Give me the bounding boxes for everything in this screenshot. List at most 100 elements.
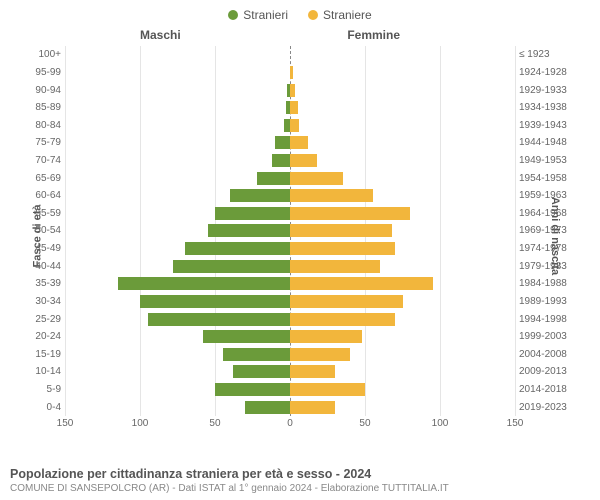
age-label: 65-69 [23,173,61,184]
age-label: 95-99 [23,67,61,78]
bar-female [290,101,298,114]
birth-year-label: 1949-1953 [519,155,583,166]
bar-male [272,154,290,167]
bar-female [290,348,350,361]
birth-year-label: 2014-2018 [519,384,583,395]
pyramid-row: 75-791944-1948 [65,134,515,152]
bar-female [290,136,308,149]
pyramid-row: 95-991924-1928 [65,64,515,82]
bar-male [215,207,290,220]
bar-male [230,189,290,202]
age-label: 100+ [23,49,61,60]
age-label: 0-4 [23,402,61,413]
legend-item-male: Stranieri [228,8,288,22]
birth-year-label: 1929-1933 [519,85,583,96]
pyramid-row: 35-391984-1988 [65,275,515,293]
pyramid-row: 30-341989-1993 [65,293,515,311]
bar-male [118,277,291,290]
chart-title: Popolazione per cittadinanza straniera p… [10,467,590,481]
birth-year-label: 1989-1993 [519,296,583,307]
bar-female [290,154,317,167]
x-tick-label: 150 [507,418,524,429]
chart-subtitle: COMUNE DI SANSEPOLCRO (AR) - Dati ISTAT … [10,483,590,494]
bar-male [275,136,290,149]
pyramid-row: 0-42019-2023 [65,398,515,416]
pyramid-row: 90-941929-1933 [65,81,515,99]
bar-male [233,365,290,378]
bar-male [148,313,291,326]
birth-year-label: 1939-1943 [519,120,583,131]
birth-year-label: 1954-1958 [519,173,583,184]
pyramid-row: 85-891934-1938 [65,99,515,117]
birth-year-label: 1924-1928 [519,67,583,78]
grid-line [515,46,516,416]
pyramid-row: 15-192004-2008 [65,346,515,364]
bar-male [215,383,290,396]
age-label: 80-84 [23,120,61,131]
bar-female [290,242,395,255]
x-axis-ticks: 15010050050100150 [65,418,515,434]
bar-male [245,401,290,414]
x-tick-label: 150 [57,418,74,429]
birth-year-label: 1964-1968 [519,208,583,219]
pyramid-row: 60-641959-1963 [65,187,515,205]
birth-year-label: 2009-2013 [519,366,583,377]
age-label: 10-14 [23,366,61,377]
bar-male [203,330,290,343]
pyramid-row: 45-491974-1978 [65,240,515,258]
bar-female [290,330,362,343]
age-label: 5-9 [23,384,61,395]
bar-female [290,119,299,132]
column-header-female: Femmine [347,28,400,42]
plot-area: 100+≤ 192395-991924-192890-941929-193385… [65,46,515,416]
bar-female [290,224,392,237]
x-tick-label: 100 [432,418,449,429]
bar-male [173,260,290,273]
legend: Stranieri Straniere [0,0,600,26]
birth-year-label: 1969-1973 [519,225,583,236]
bar-female [290,207,410,220]
legend-label-male: Stranieri [243,8,288,22]
birth-year-label: 1959-1963 [519,190,583,201]
age-label: 70-74 [23,155,61,166]
pyramid-row: 100+≤ 1923 [65,46,515,64]
bar-female [290,189,373,202]
x-tick-label: 100 [132,418,149,429]
pyramid-row: 40-441979-1983 [65,257,515,275]
pyramid-row: 20-241999-2003 [65,328,515,346]
bar-female [290,365,335,378]
age-label: 90-94 [23,85,61,96]
bar-female [290,172,343,185]
pyramid-row: 25-291994-1998 [65,310,515,328]
birth-year-label: 2019-2023 [519,402,583,413]
legend-swatch-male [228,10,238,20]
age-label: 25-29 [23,314,61,325]
birth-year-label: 1974-1978 [519,243,583,254]
bar-female [290,66,293,79]
bar-female [290,383,365,396]
bar-male [140,295,290,308]
age-label: 40-44 [23,261,61,272]
bar-male [208,224,291,237]
bar-female [290,401,335,414]
column-header-male: Maschi [140,28,181,42]
bar-female [290,84,295,97]
pyramid-row: 70-741949-1953 [65,152,515,170]
age-label: 75-79 [23,137,61,148]
age-label: 35-39 [23,278,61,289]
chart-area: Maschi Femmine Fasce di età Anni di nasc… [0,26,600,446]
x-tick-label: 50 [209,418,220,429]
pyramid-row: 50-541969-1973 [65,222,515,240]
pyramid-row: 65-691954-1958 [65,169,515,187]
bar-female [290,295,403,308]
bar-female [290,277,433,290]
x-tick-label: 0 [287,418,293,429]
birth-year-label: 2004-2008 [519,349,583,360]
birth-year-label: 1934-1938 [519,102,583,113]
bar-male [185,242,290,255]
x-tick-label: 50 [359,418,370,429]
bar-female [290,313,395,326]
legend-swatch-female [308,10,318,20]
age-label: 85-89 [23,102,61,113]
birth-year-label: 1994-1998 [519,314,583,325]
